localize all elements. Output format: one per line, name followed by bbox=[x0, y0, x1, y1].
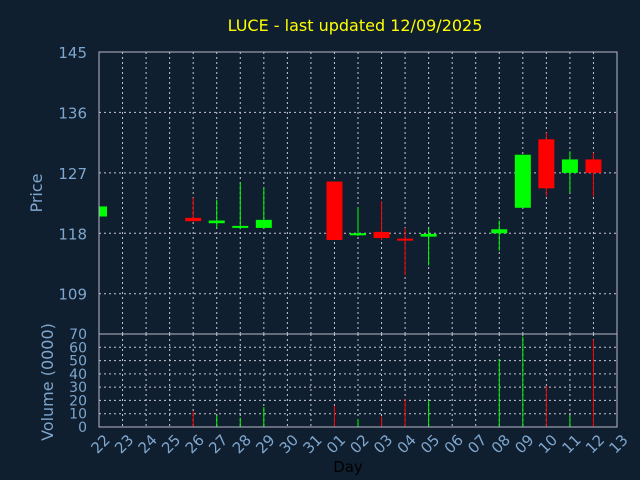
x-tick-label: 24 bbox=[135, 431, 161, 457]
volume-axis-label: Volume (0000) bbox=[38, 323, 57, 441]
x-tick-label: 09 bbox=[511, 431, 537, 457]
x-tick-label: 03 bbox=[370, 431, 396, 457]
volume-panel-border bbox=[98, 333, 618, 428]
x-tick-label: 06 bbox=[441, 431, 467, 457]
price-tick-label: 118 bbox=[58, 225, 87, 243]
x-tick-label: 11 bbox=[558, 431, 584, 457]
price-tick-label: 127 bbox=[58, 165, 87, 183]
chart-title: LUCE - last updated 12/09/2025 bbox=[228, 16, 483, 35]
x-tick-label: 22 bbox=[88, 431, 114, 457]
x-tick-label: 30 bbox=[276, 431, 302, 457]
x-tick-label: 08 bbox=[488, 431, 514, 457]
volume-tick-label: 40 bbox=[69, 367, 87, 383]
x-tick-label: 04 bbox=[394, 431, 420, 457]
candle-body bbox=[232, 225, 249, 228]
x-tick-label: 26 bbox=[182, 431, 208, 457]
price-tick-label: 136 bbox=[58, 104, 87, 122]
x-tick-label: 29 bbox=[252, 431, 278, 457]
candle-body bbox=[561, 159, 578, 173]
price-tick-label: 145 bbox=[58, 44, 87, 62]
candle-body bbox=[514, 154, 531, 208]
x-tick-label: 27 bbox=[205, 431, 231, 457]
candle-body bbox=[255, 219, 272, 228]
volume-tick-label: 50 bbox=[69, 354, 87, 370]
x-tick-label: 01 bbox=[323, 431, 349, 457]
candle-body bbox=[373, 231, 390, 238]
candle-body bbox=[326, 181, 343, 240]
candle-body bbox=[538, 139, 555, 189]
candle-body bbox=[99, 206, 107, 217]
x-tick-label: 05 bbox=[417, 431, 443, 457]
candle-body bbox=[185, 217, 202, 222]
x-tick-label: 31 bbox=[299, 431, 325, 457]
candle-body bbox=[585, 159, 602, 173]
x-tick-label: 07 bbox=[464, 431, 490, 457]
x-tick-label: 23 bbox=[111, 431, 137, 457]
x-tick-label: 10 bbox=[535, 431, 561, 457]
volume-tick-label: 30 bbox=[69, 380, 87, 396]
x-tick-label: 02 bbox=[347, 431, 373, 457]
x-axis-label: Day bbox=[333, 458, 363, 476]
volume-tick-label: 60 bbox=[69, 340, 87, 356]
candle-body bbox=[350, 233, 366, 236]
x-tick-label: 28 bbox=[229, 431, 255, 457]
volume-tick-label: 0 bbox=[78, 420, 87, 436]
candle-body bbox=[491, 229, 508, 234]
x-tick-label: 25 bbox=[158, 431, 184, 457]
x-tick-label: 12 bbox=[582, 431, 608, 457]
candle-body bbox=[397, 238, 414, 241]
volume-tick-label: 10 bbox=[69, 407, 87, 423]
candle-body bbox=[420, 233, 437, 237]
price-axis-label: Price bbox=[27, 173, 46, 212]
price-tick-label: 109 bbox=[58, 286, 87, 304]
volume-tick-label: 20 bbox=[69, 393, 87, 409]
x-tick-label: 13 bbox=[606, 431, 632, 457]
volume-tick-label: 70 bbox=[69, 327, 87, 343]
candle-body bbox=[208, 220, 225, 224]
